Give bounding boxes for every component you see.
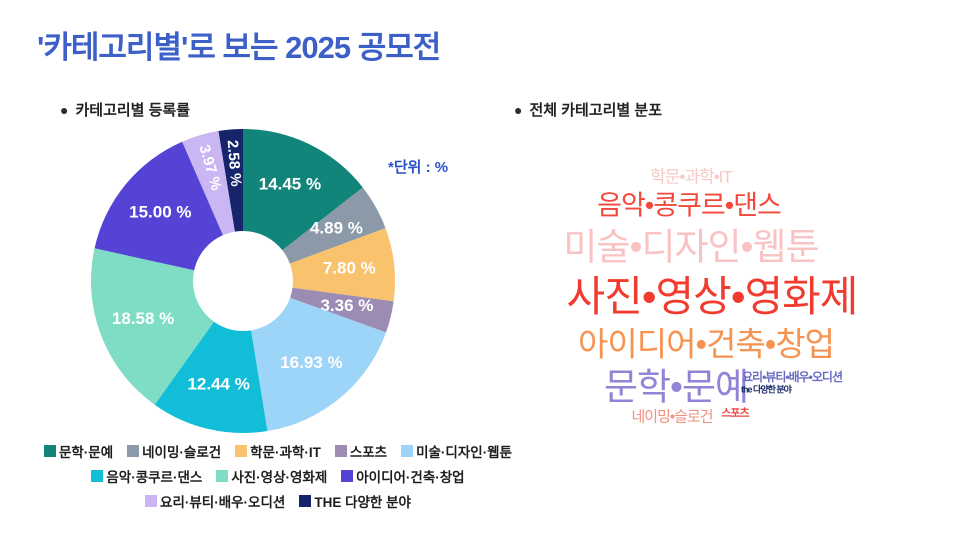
legend-label: 음악·콩쿠르·댄스 bbox=[106, 470, 203, 485]
legend-label: 미술·디자인·웹툰 bbox=[416, 445, 513, 460]
bullet-icon: ● bbox=[60, 101, 69, 118]
legend-item: 문학·문예 bbox=[43, 441, 114, 461]
legend-item: 아이디어·건축·창업 bbox=[341, 466, 465, 486]
legend-item: 네이밍·슬로건 bbox=[127, 441, 221, 461]
donut-slice-label: 16.93 % bbox=[280, 353, 342, 372]
legend-label: 네이밍·슬로건 bbox=[142, 445, 222, 460]
donut-slice bbox=[218, 129, 243, 232]
donut-chart: 14.45 % 4.89 % 7.80 % 3.36 % 16.93 % 12.44 % 1… bbox=[90, 129, 396, 433]
legend-swatch bbox=[43, 445, 56, 457]
donut-slice bbox=[94, 141, 223, 271]
legend-item: THE 다양한 분야 bbox=[299, 491, 411, 511]
legend-swatch bbox=[91, 470, 104, 482]
legend-label: 학문·과학·IT bbox=[250, 445, 321, 460]
donut-slice bbox=[251, 297, 387, 432]
donut-slice-label: 14.45 % bbox=[259, 174, 321, 193]
legend-swatch bbox=[299, 495, 312, 507]
wordcloud-word: 학문•과학•IT bbox=[650, 167, 733, 187]
legend-label: 아이디어·건축·창업 bbox=[356, 470, 465, 485]
legend-label: 요리·뷰티·배우·오디션 bbox=[160, 495, 286, 510]
legend-item: 음악·콩쿠르·댄스 bbox=[91, 466, 202, 486]
donut-slice bbox=[154, 321, 268, 433]
wordcloud-word: 네이밍•슬로건 bbox=[631, 408, 713, 426]
donut-slice-label: 7.80 % bbox=[323, 259, 376, 278]
donut-slice-label: 12.44 % bbox=[187, 375, 249, 394]
legend-swatch bbox=[216, 470, 229, 482]
legend-swatch bbox=[235, 445, 248, 457]
donut-slice-label: 15.00 % bbox=[129, 203, 191, 222]
legend-item: 학문·과학·IT bbox=[235, 441, 321, 461]
wordcloud-word: 문학•문예 bbox=[603, 366, 749, 408]
wordcloud-section-title-text: 전체 카테고리별 분포 bbox=[529, 102, 663, 119]
donut-slice bbox=[290, 287, 394, 333]
legend-label: 사진·영상·영화제 bbox=[231, 470, 328, 485]
donut-slice bbox=[282, 187, 386, 264]
donut-slice bbox=[90, 248, 214, 405]
wordcloud-word: the 다양한 분야 bbox=[741, 384, 792, 395]
donut-slice bbox=[289, 228, 396, 302]
legend-label: THE 다양한 분야 bbox=[314, 495, 411, 510]
legend-swatch bbox=[401, 445, 414, 457]
donut-slice-label: 18.58 % bbox=[112, 309, 174, 328]
donut-slice bbox=[243, 129, 363, 251]
legend-swatch bbox=[127, 445, 140, 457]
donut-slice-label: 4.89 % bbox=[310, 218, 363, 237]
wordcloud-word: 음악•콩쿠르•댄스 bbox=[597, 190, 782, 221]
donut-slice bbox=[182, 130, 235, 236]
wordcloud-word: 사진•영상•영화제 bbox=[566, 273, 859, 320]
legend-label: 문학·문예 bbox=[58, 445, 114, 460]
donut-section-title: ● 카테고리별 등록률 bbox=[60, 99, 190, 120]
wordcloud-word: 미술•디자인•웹툰 bbox=[563, 226, 819, 268]
page-title: '카테고리별'로 보는 2025 공모전 bbox=[37, 30, 441, 65]
wordcloud-word: 요리•뷰티•배우•오디션 bbox=[742, 370, 843, 384]
legend-swatch bbox=[145, 495, 158, 507]
bullet-icon: ● bbox=[514, 101, 523, 118]
wordcloud-section-title: ● 전체 카테고리별 분포 bbox=[514, 99, 662, 120]
unit-note: *단위 : % bbox=[388, 159, 449, 176]
legend-item: 요리·뷰티·배우·오디션 bbox=[145, 491, 285, 511]
donut-slice-label: 2.58 % bbox=[224, 139, 245, 187]
legend-label: 스포츠 bbox=[349, 445, 388, 460]
wordcloud-word: 아이디어•건축•창업 bbox=[578, 325, 835, 363]
donut-section-title-text: 카테고리별 등록률 bbox=[75, 102, 191, 119]
legend-item: 미술·디자인·웹툰 bbox=[401, 441, 512, 461]
legend-item: 스포츠 bbox=[334, 441, 388, 461]
wordcloud-word: 스포츠 bbox=[721, 407, 749, 420]
legend-swatch bbox=[334, 445, 347, 457]
legend-swatch bbox=[341, 470, 354, 482]
legend-item: 사진·영상·영화제 bbox=[216, 466, 327, 486]
donut-slice-label: 3.36 % bbox=[320, 296, 373, 315]
